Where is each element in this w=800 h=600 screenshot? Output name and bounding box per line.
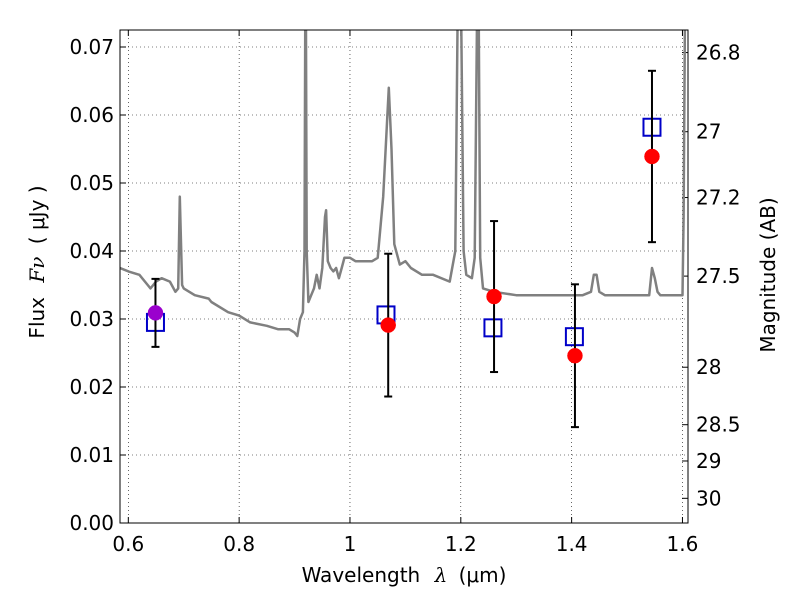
x-tick-label: 1.6 (667, 532, 699, 556)
y-axis-label-unit: ( μJy ) (25, 185, 49, 244)
x-axis-label-unit: (μm) (459, 563, 507, 587)
y-tick-label: 0.03 (69, 307, 114, 331)
plot-frame (119, 29, 689, 524)
plot-series (120, 30, 687, 429)
x-tick-label: 1.4 (556, 532, 588, 556)
magnitude-tick-label: 29 (696, 449, 721, 473)
x-tick-label: 1.2 (445, 532, 477, 556)
y-tick-label: 0.00 (69, 511, 114, 535)
observed-photometry-point (380, 317, 396, 333)
y-axis-label-text: Flux (25, 297, 49, 339)
model-photometry-square (483, 318, 503, 338)
x-axis-label: Wavelength λ (μm) (302, 563, 507, 587)
observed-photometry-point (486, 288, 502, 305)
observed-photometry-point (147, 305, 164, 321)
magnitude-tick-label: 27.2 (696, 186, 741, 210)
magnitude-tick-label: 28.5 (696, 413, 741, 437)
y-tick-label: 0.02 (69, 375, 114, 399)
observed-photometry-point (644, 148, 660, 165)
magnitude-axis-label: Magnitude (AB) (756, 197, 780, 352)
x-axis-ticks: 0.6 0.8 1 1.2 1.4 1.6 (112, 30, 698, 556)
x-axis-label-text: Wavelength (302, 563, 421, 587)
spectrum-line (120, 30, 687, 338)
x-tick-label: 0.8 (223, 532, 255, 556)
observed-photometry-point (567, 347, 583, 364)
y-axis-ticks: 0.00 0.01 0.02 0.03 0.04 0.05 0.06 0.07 (69, 35, 126, 535)
magnitude-tick-label: 28 (696, 355, 721, 379)
magnitude-tick-label: 26.8 (696, 41, 741, 65)
y-axis-label-symbol: Fν (25, 257, 49, 284)
y-tick-label: 0.06 (69, 103, 114, 127)
y-tick-label: 0.07 (69, 35, 114, 59)
magnitude-axis-ticks: 26.8 27 27.2 27.5 28 28.5 29 30 (682, 41, 741, 510)
x-axis-label-symbol: λ (434, 563, 448, 587)
y-tick-label: 0.01 (69, 443, 114, 467)
magnitude-tick-label: 27 (696, 120, 721, 144)
x-tick-label: 0.6 (112, 532, 144, 556)
magnitude-tick-label: 30 (696, 486, 721, 510)
y-tick-label: 0.05 (69, 171, 114, 195)
grid-lines (120, 30, 688, 523)
x-tick-label: 1 (344, 532, 357, 556)
y-tick-label: 0.04 (69, 239, 114, 263)
magnitude-tick-label: 27.5 (696, 264, 741, 288)
y-axis-label: Flux Fν ( μJy ) (25, 185, 49, 338)
